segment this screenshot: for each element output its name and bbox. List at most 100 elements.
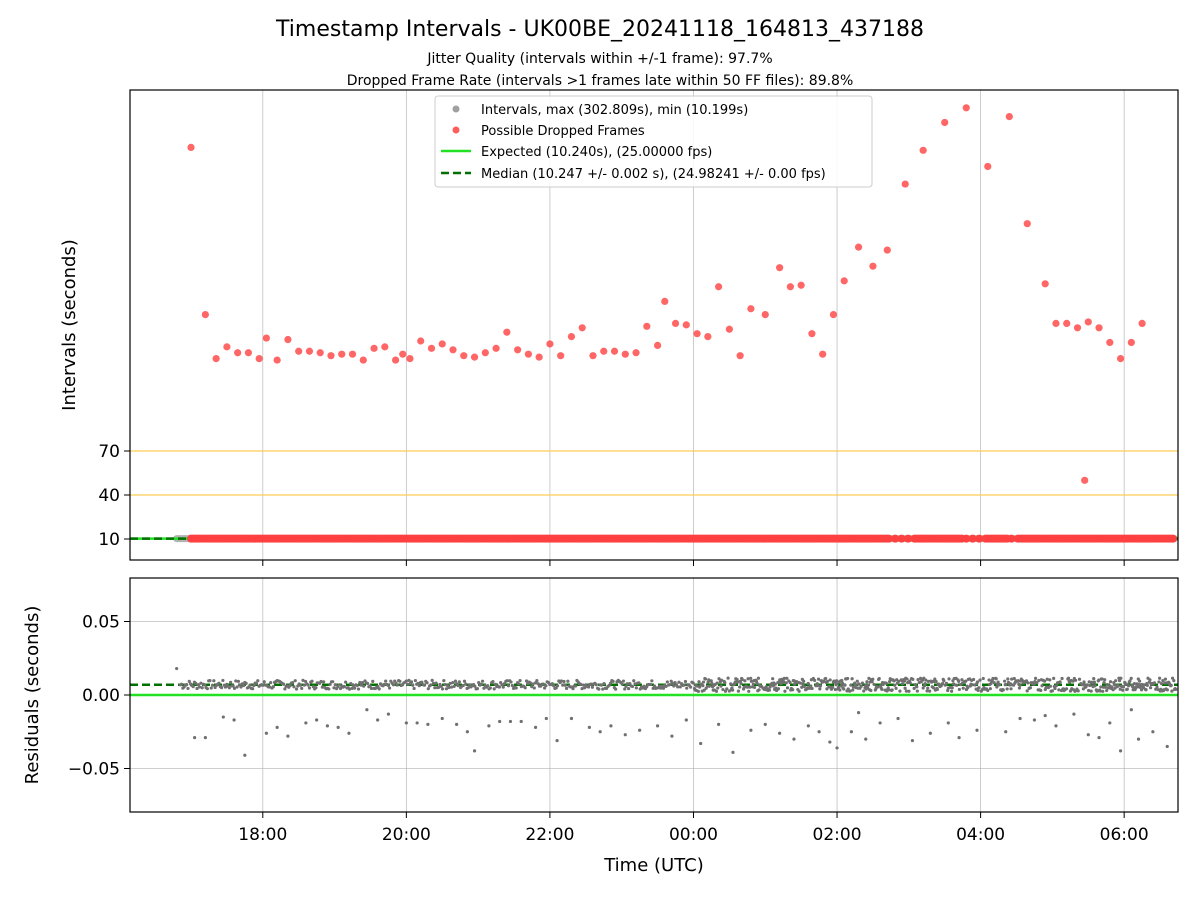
residual-point-514 (785, 686, 790, 690)
residual-point-532 (801, 682, 805, 686)
residual-point-778 (1004, 682, 1008, 687)
residual-point-15 (198, 685, 202, 689)
residual-point-64 (261, 683, 265, 687)
residual-point-383 (673, 680, 677, 685)
dropped-frame-point-9 (284, 335, 292, 344)
residual-point-566 (831, 685, 835, 689)
residual-point-298 (563, 683, 567, 687)
residual-point-444 (731, 688, 735, 692)
dropped-frame-point-38 (589, 352, 597, 360)
dropped-frame-point-11 (305, 347, 314, 355)
residual-point-170 (398, 679, 402, 683)
residual-point-929 (1128, 679, 1132, 683)
residual-point-671 (912, 686, 916, 690)
residual-outlier-66 (1097, 736, 1101, 740)
residual-point-946 (1139, 688, 1144, 692)
residual-outlier-69 (1129, 708, 1133, 712)
dropped-frame-point-19 (391, 356, 400, 364)
dropped-frame-point-51 (725, 325, 733, 333)
residual-point-708 (942, 679, 946, 683)
residual-point-860 (1074, 678, 1078, 682)
residual-point-433 (720, 678, 724, 682)
residual-point-292 (555, 684, 560, 688)
residual-point-176 (406, 682, 410, 686)
residual-point-966 (1157, 680, 1161, 684)
residual-point-575 (836, 685, 841, 690)
residual-outlier-68 (1118, 749, 1123, 753)
residual-outlier-34 (609, 724, 613, 728)
residual-point-231 (477, 680, 481, 685)
residual-point-927 (1127, 684, 1131, 688)
residual-point-668 (908, 681, 912, 685)
residual-point-253 (505, 679, 509, 683)
residual-point-45 (236, 679, 240, 683)
residual-outlier-5 (243, 753, 247, 757)
residual-point-954 (1145, 683, 1149, 687)
dropped-frame-point-40 (610, 347, 619, 355)
residual-point-60 (256, 679, 260, 683)
residual-outlier-36 (638, 728, 642, 732)
residual-outlier-19 (426, 722, 430, 727)
dropped-frame-point-6 (255, 355, 263, 363)
dropped-frame-point-71 (1023, 220, 1031, 228)
residual-point-630 (880, 687, 884, 691)
intervals-y-ticks: 10 40 70 (98, 442, 130, 550)
residual-outlier-48 (817, 730, 821, 734)
intervals-ytick-label-40: 40 (98, 486, 120, 506)
residual-outlier-73 (856, 711, 861, 715)
residual-point-555 (822, 680, 826, 684)
residual-point-451 (736, 689, 741, 693)
residual-point-964 (1155, 685, 1159, 689)
residual-point-99 (306, 683, 310, 687)
residual-point-379 (668, 682, 672, 687)
residual-point-365 (650, 679, 654, 683)
residual-point-836 (1053, 686, 1057, 691)
residual-point-657 (900, 682, 905, 686)
residual-point-706 (940, 682, 945, 686)
residual-point-313 (583, 686, 587, 690)
residual-point-874 (1087, 680, 1091, 684)
residual-point-863 (1076, 689, 1080, 693)
residual-point-513 (785, 676, 789, 680)
residual-point-876 (1089, 689, 1093, 693)
residual-outlier-43 (749, 728, 753, 732)
residual-point-41 (231, 684, 235, 688)
residual-outlier-18 (415, 721, 419, 725)
residual-point-51 (244, 681, 248, 685)
residual-outlier-0 (175, 666, 179, 671)
residual-point-1 (179, 682, 184, 686)
residual-point-318 (589, 682, 593, 686)
residual-point-420 (709, 679, 713, 683)
residual-point-882 (1093, 684, 1097, 688)
residual-point-763 (991, 676, 995, 681)
dropped-frame-point-29 (492, 344, 500, 352)
residual-point-689 (928, 689, 932, 693)
residual-point-818 (1037, 678, 1041, 683)
intervals-panel: 10 40 70 Intervals (seconds) Intervals, ma… (59, 89, 1179, 566)
dropped-frame-point-74 (1063, 319, 1071, 327)
residual-point-175 (404, 679, 408, 683)
residual-point-243 (492, 687, 496, 691)
residual-point-796 (1018, 683, 1022, 687)
residual-point-158 (382, 682, 386, 686)
residual-point-162 (387, 686, 392, 690)
residual-point-673 (915, 685, 919, 689)
residual-point-725 (957, 687, 961, 692)
residual-point-377 (665, 680, 669, 684)
residual-point-189 (422, 683, 427, 687)
residual-point-94 (300, 686, 304, 690)
residual-point-296 (561, 683, 565, 687)
residual-point-889 (1098, 689, 1102, 693)
residual-point-216 (457, 680, 461, 684)
intervals-x-ticks (262, 560, 1125, 566)
residual-point-142 (362, 684, 366, 688)
residual-outlier-57 (946, 721, 950, 725)
residual-point-976 (1163, 677, 1168, 681)
intervals-y-axis-label: Intervals (seconds) (59, 239, 80, 411)
residual-outlier-39 (684, 718, 688, 722)
residual-point-603 (857, 682, 861, 686)
residual-point-476 (756, 676, 761, 680)
dropped-frame-point-24 (438, 340, 446, 348)
residual-point-281 (541, 682, 545, 686)
residual-point-202 (439, 684, 443, 688)
